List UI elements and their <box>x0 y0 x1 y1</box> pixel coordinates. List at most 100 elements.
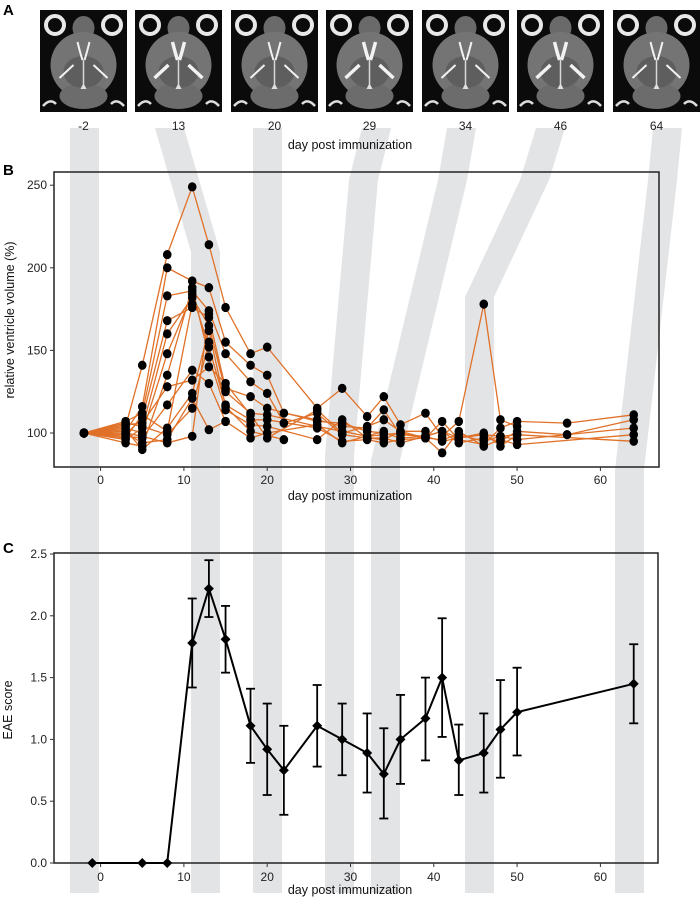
data-point <box>137 444 147 455</box>
mean-eae-line <box>92 585 634 864</box>
x-tick-label: 40 <box>427 870 441 884</box>
ventricle-lateral-left <box>440 64 457 79</box>
data-point <box>162 438 172 448</box>
ventricle-fourth <box>80 83 87 89</box>
y-tick-label: 2.5 <box>30 547 47 561</box>
data-point <box>496 441 505 451</box>
ventricle-lateral-left <box>249 64 266 79</box>
data-point <box>454 416 464 427</box>
diamond-marker <box>512 707 523 718</box>
data-point <box>204 337 214 347</box>
mri-day-label: -2 <box>78 119 89 133</box>
eye-right-icon <box>292 14 314 36</box>
ventricle-lateral-right <box>92 64 109 79</box>
eye-right-icon <box>674 14 696 36</box>
data-point <box>246 349 255 359</box>
y-tick-label: 2.0 <box>30 609 47 623</box>
skull-edge-right <box>301 100 316 107</box>
ventricle-left <box>76 41 84 61</box>
band-day-64 <box>615 128 682 893</box>
y-tick-label: 100 <box>27 426 47 440</box>
ventricle-fourth <box>366 83 373 89</box>
diamond-marker <box>203 583 214 594</box>
data-point <box>221 378 230 389</box>
ventricle-fourth <box>462 83 469 89</box>
diamond-marker <box>395 734 406 745</box>
data-point <box>379 433 389 443</box>
ventricle-right <box>368 41 378 61</box>
cerebellum <box>345 83 394 109</box>
data-point <box>262 370 272 380</box>
diamond-marker <box>187 637 198 648</box>
diamond-marker <box>378 769 389 780</box>
data-point <box>121 433 130 443</box>
diamond-marker <box>478 747 489 758</box>
ventricle-fourth <box>653 83 660 89</box>
ventricle-right <box>465 41 473 61</box>
data-point <box>221 302 230 313</box>
data-point <box>337 383 347 393</box>
eye-right-icon <box>101 14 123 36</box>
data-point <box>221 387 230 397</box>
data-point <box>496 415 505 425</box>
data-point <box>187 289 197 299</box>
data-point <box>187 283 197 293</box>
mri-day-label: 29 <box>363 119 377 133</box>
ventricle-right <box>274 41 282 61</box>
data-point <box>396 426 405 436</box>
eye-left-icon <box>44 14 66 36</box>
data-point <box>246 392 255 402</box>
data-point <box>629 423 639 433</box>
data-point <box>337 438 347 448</box>
eye-left-icon <box>330 14 352 36</box>
data-point <box>279 418 289 428</box>
panel-c-letter: C <box>3 540 14 557</box>
ventricle-left <box>649 41 657 61</box>
data-point <box>562 430 572 440</box>
y-tick-label: 1.5 <box>30 671 47 685</box>
eye-right-icon <box>578 14 600 36</box>
diamond-marker <box>162 858 173 868</box>
x-tick-label: 20 <box>261 473 275 487</box>
ventricle-right <box>177 41 187 61</box>
y-tick-label: 0.0 <box>30 856 47 870</box>
cerebellum <box>632 83 681 109</box>
data-point <box>379 392 389 402</box>
panel-b-xlabel: day post immunization <box>288 489 412 503</box>
x-tick-label: 10 <box>177 473 191 487</box>
mri-image <box>422 10 509 112</box>
y-tick-label: 150 <box>27 343 47 357</box>
skull-edge-left <box>42 100 57 107</box>
diamond-marker <box>495 724 506 735</box>
data-point <box>221 401 230 412</box>
series-points <box>79 182 639 458</box>
data-point <box>379 426 389 436</box>
ventricle-lateral-left <box>153 63 170 80</box>
data-point <box>512 430 522 440</box>
mri-day-label: 34 <box>459 119 473 133</box>
ventricle-lateral-left <box>631 64 648 79</box>
diamond-marker <box>137 858 148 868</box>
data-point <box>337 415 347 425</box>
ventricle-left <box>267 41 275 61</box>
ventricle-lateral-right <box>474 64 491 79</box>
data-point <box>454 426 464 436</box>
data-point <box>204 325 214 336</box>
data-point <box>396 420 405 430</box>
band-day--2 <box>70 128 99 893</box>
y-tick-label: 250 <box>27 178 47 192</box>
data-point <box>137 360 147 370</box>
x-tick-label: 50 <box>510 870 524 884</box>
x-tick-label: 30 <box>344 870 358 884</box>
ventricle-right <box>559 41 569 61</box>
skull-edge-left <box>328 100 343 107</box>
panel-a-letter: A <box>3 2 14 19</box>
data-point <box>137 401 147 412</box>
data-point <box>187 365 197 375</box>
band-day-13 <box>155 128 220 893</box>
ventricle-volume-chart: 0 10 20 30 40 50 60 100 150 200 250 <box>27 171 660 487</box>
panel-b-ylabel: relative ventricle volume (%) <box>3 242 17 399</box>
data-point <box>629 436 639 446</box>
ventricle-left <box>361 41 371 61</box>
